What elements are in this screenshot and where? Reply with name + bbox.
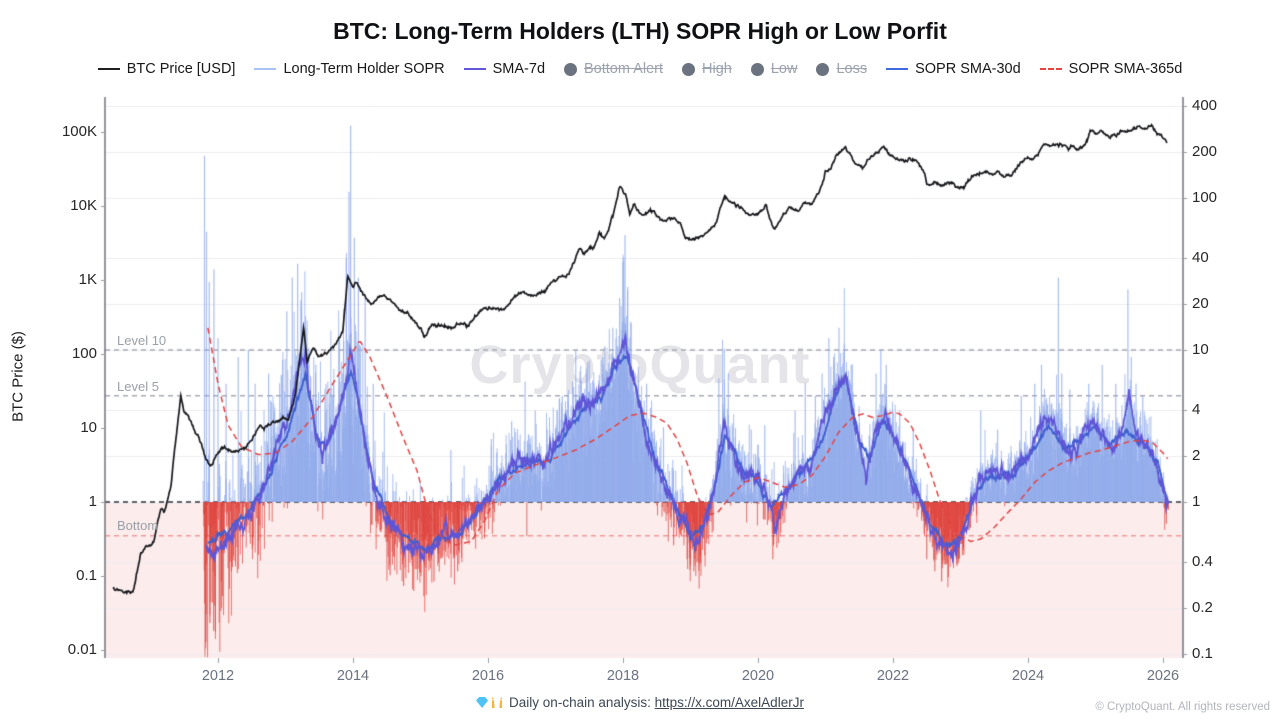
y-axis-left-tick-label: 100 bbox=[71, 345, 97, 362]
x-axis-tick-label: 2012 bbox=[201, 668, 235, 684]
legend-swatch-icon bbox=[682, 62, 695, 76]
legend-item-loss[interactable]: Loss bbox=[816, 61, 867, 77]
legend-swatch-icon bbox=[254, 68, 277, 70]
x-axis-tick-label: 2014 bbox=[336, 668, 370, 684]
copyright-text: © CryptoQuant. All rights reserved bbox=[1095, 701, 1270, 713]
legend-item-long-term-holder-sopr[interactable]: Long-Term Holder SOPR bbox=[254, 61, 445, 77]
legend-swatch-icon bbox=[463, 68, 486, 70]
y-axis-right-tick-label: 0.2 bbox=[1192, 599, 1213, 617]
level-10-label: Level 10 bbox=[117, 333, 167, 348]
x-axis-tick-label: 2018 bbox=[606, 668, 640, 684]
legend-item-bottom-alert[interactable]: Bottom Alert bbox=[564, 61, 663, 77]
legend-item-label: Bottom Alert bbox=[584, 61, 663, 77]
y-axis-left-tick-label: 10 bbox=[80, 419, 97, 436]
raised-hands-icon bbox=[490, 697, 504, 712]
x-axis-tick-label: 2024 bbox=[1011, 668, 1045, 684]
legend-item-label: Long-Term Holder SOPR bbox=[283, 61, 445, 77]
legend-swatch-icon bbox=[886, 68, 909, 70]
legend-swatch-icon bbox=[97, 68, 120, 70]
legend-item-label: BTC Price [USD] bbox=[126, 61, 236, 77]
legend-item-sopr-sma-365d[interactable]: SOPR SMA-365d bbox=[1039, 61, 1183, 77]
y-axis-right-tick-label: 0.4 bbox=[1192, 553, 1213, 571]
page-title: BTC: Long-Term Holders (LTH) SOPR High o… bbox=[333, 18, 947, 44]
legend: BTC Price [USD] Long-Term Holder SOPR SMA-… bbox=[0, 61, 1280, 77]
legend-item-sopr-sma-30d[interactable]: SOPR SMA-30d bbox=[886, 61, 1021, 77]
legend-item-btc-price-usd-[interactable]: BTC Price [USD] bbox=[97, 61, 236, 77]
legend-item-sma-7d[interactable]: SMA-7d bbox=[463, 61, 546, 77]
footer-text: Daily on-chain analysis: bbox=[509, 695, 651, 710]
level-5-label: Level 5 bbox=[117, 379, 159, 394]
legend-item-label: SOPR SMA-30d bbox=[915, 61, 1021, 77]
y-axis-right-tick-label: 400 bbox=[1192, 97, 1218, 115]
legend-swatch-icon bbox=[1039, 68, 1062, 70]
y-axis-right-tick-label: 1 bbox=[1192, 493, 1201, 510]
legend-item-label: Low bbox=[770, 61, 798, 77]
y-axis-left-tick-label: 1K bbox=[78, 271, 97, 288]
legend-item-label: SOPR SMA-365d bbox=[1068, 61, 1183, 77]
y-axis-right-tick-label: 100 bbox=[1192, 189, 1218, 206]
legend-item-high[interactable]: High bbox=[682, 61, 732, 77]
author-link[interactable]: https://x.com/AxelAdlerJr bbox=[654, 695, 804, 710]
x-axis-tick-label: 2022 bbox=[876, 668, 910, 684]
y-axis-right-tick-label: 2 bbox=[1192, 447, 1201, 465]
x-axis-tick-label: 2020 bbox=[741, 668, 775, 684]
y-axis-right-tick-label: 40 bbox=[1192, 249, 1209, 267]
legend-item-low[interactable]: Low bbox=[750, 61, 798, 77]
y-axis-right-tick-label: 10 bbox=[1192, 341, 1209, 358]
legend-item-label: High bbox=[702, 61, 732, 77]
y-axis-left-tick-label: 0.01 bbox=[67, 641, 97, 658]
y-axis-left-tick-label: 0.1 bbox=[76, 567, 97, 584]
footer-note: Daily on-chain analysis: https://x.com/A… bbox=[0, 695, 1280, 712]
legend-item-label: SMA-7d bbox=[492, 61, 546, 77]
y-axis-left-tick-label: 1 bbox=[88, 493, 97, 510]
x-axis-tick-label: 2016 bbox=[471, 668, 505, 684]
y-axis-right-tick-label: 20 bbox=[1192, 295, 1209, 313]
gem-icon bbox=[476, 697, 489, 708]
legend-swatch-icon bbox=[564, 62, 578, 76]
y-axis-left-tick-label: 100K bbox=[61, 123, 97, 140]
y-axis-right-tick-label: 4 bbox=[1192, 401, 1201, 419]
x-axis-tick-label: 2026 bbox=[1146, 668, 1180, 684]
legend-item-label: Loss bbox=[836, 61, 868, 77]
legend-swatch-icon bbox=[816, 62, 830, 76]
y-axis-right-tick-label: 0.1 bbox=[1192, 645, 1213, 662]
bottom-label: Bottom bbox=[117, 518, 159, 533]
y-axis-left-tick-label: 10K bbox=[70, 197, 97, 214]
legend-swatch-icon bbox=[750, 62, 764, 76]
y-axis-right-tick-label: 200 bbox=[1192, 143, 1218, 161]
